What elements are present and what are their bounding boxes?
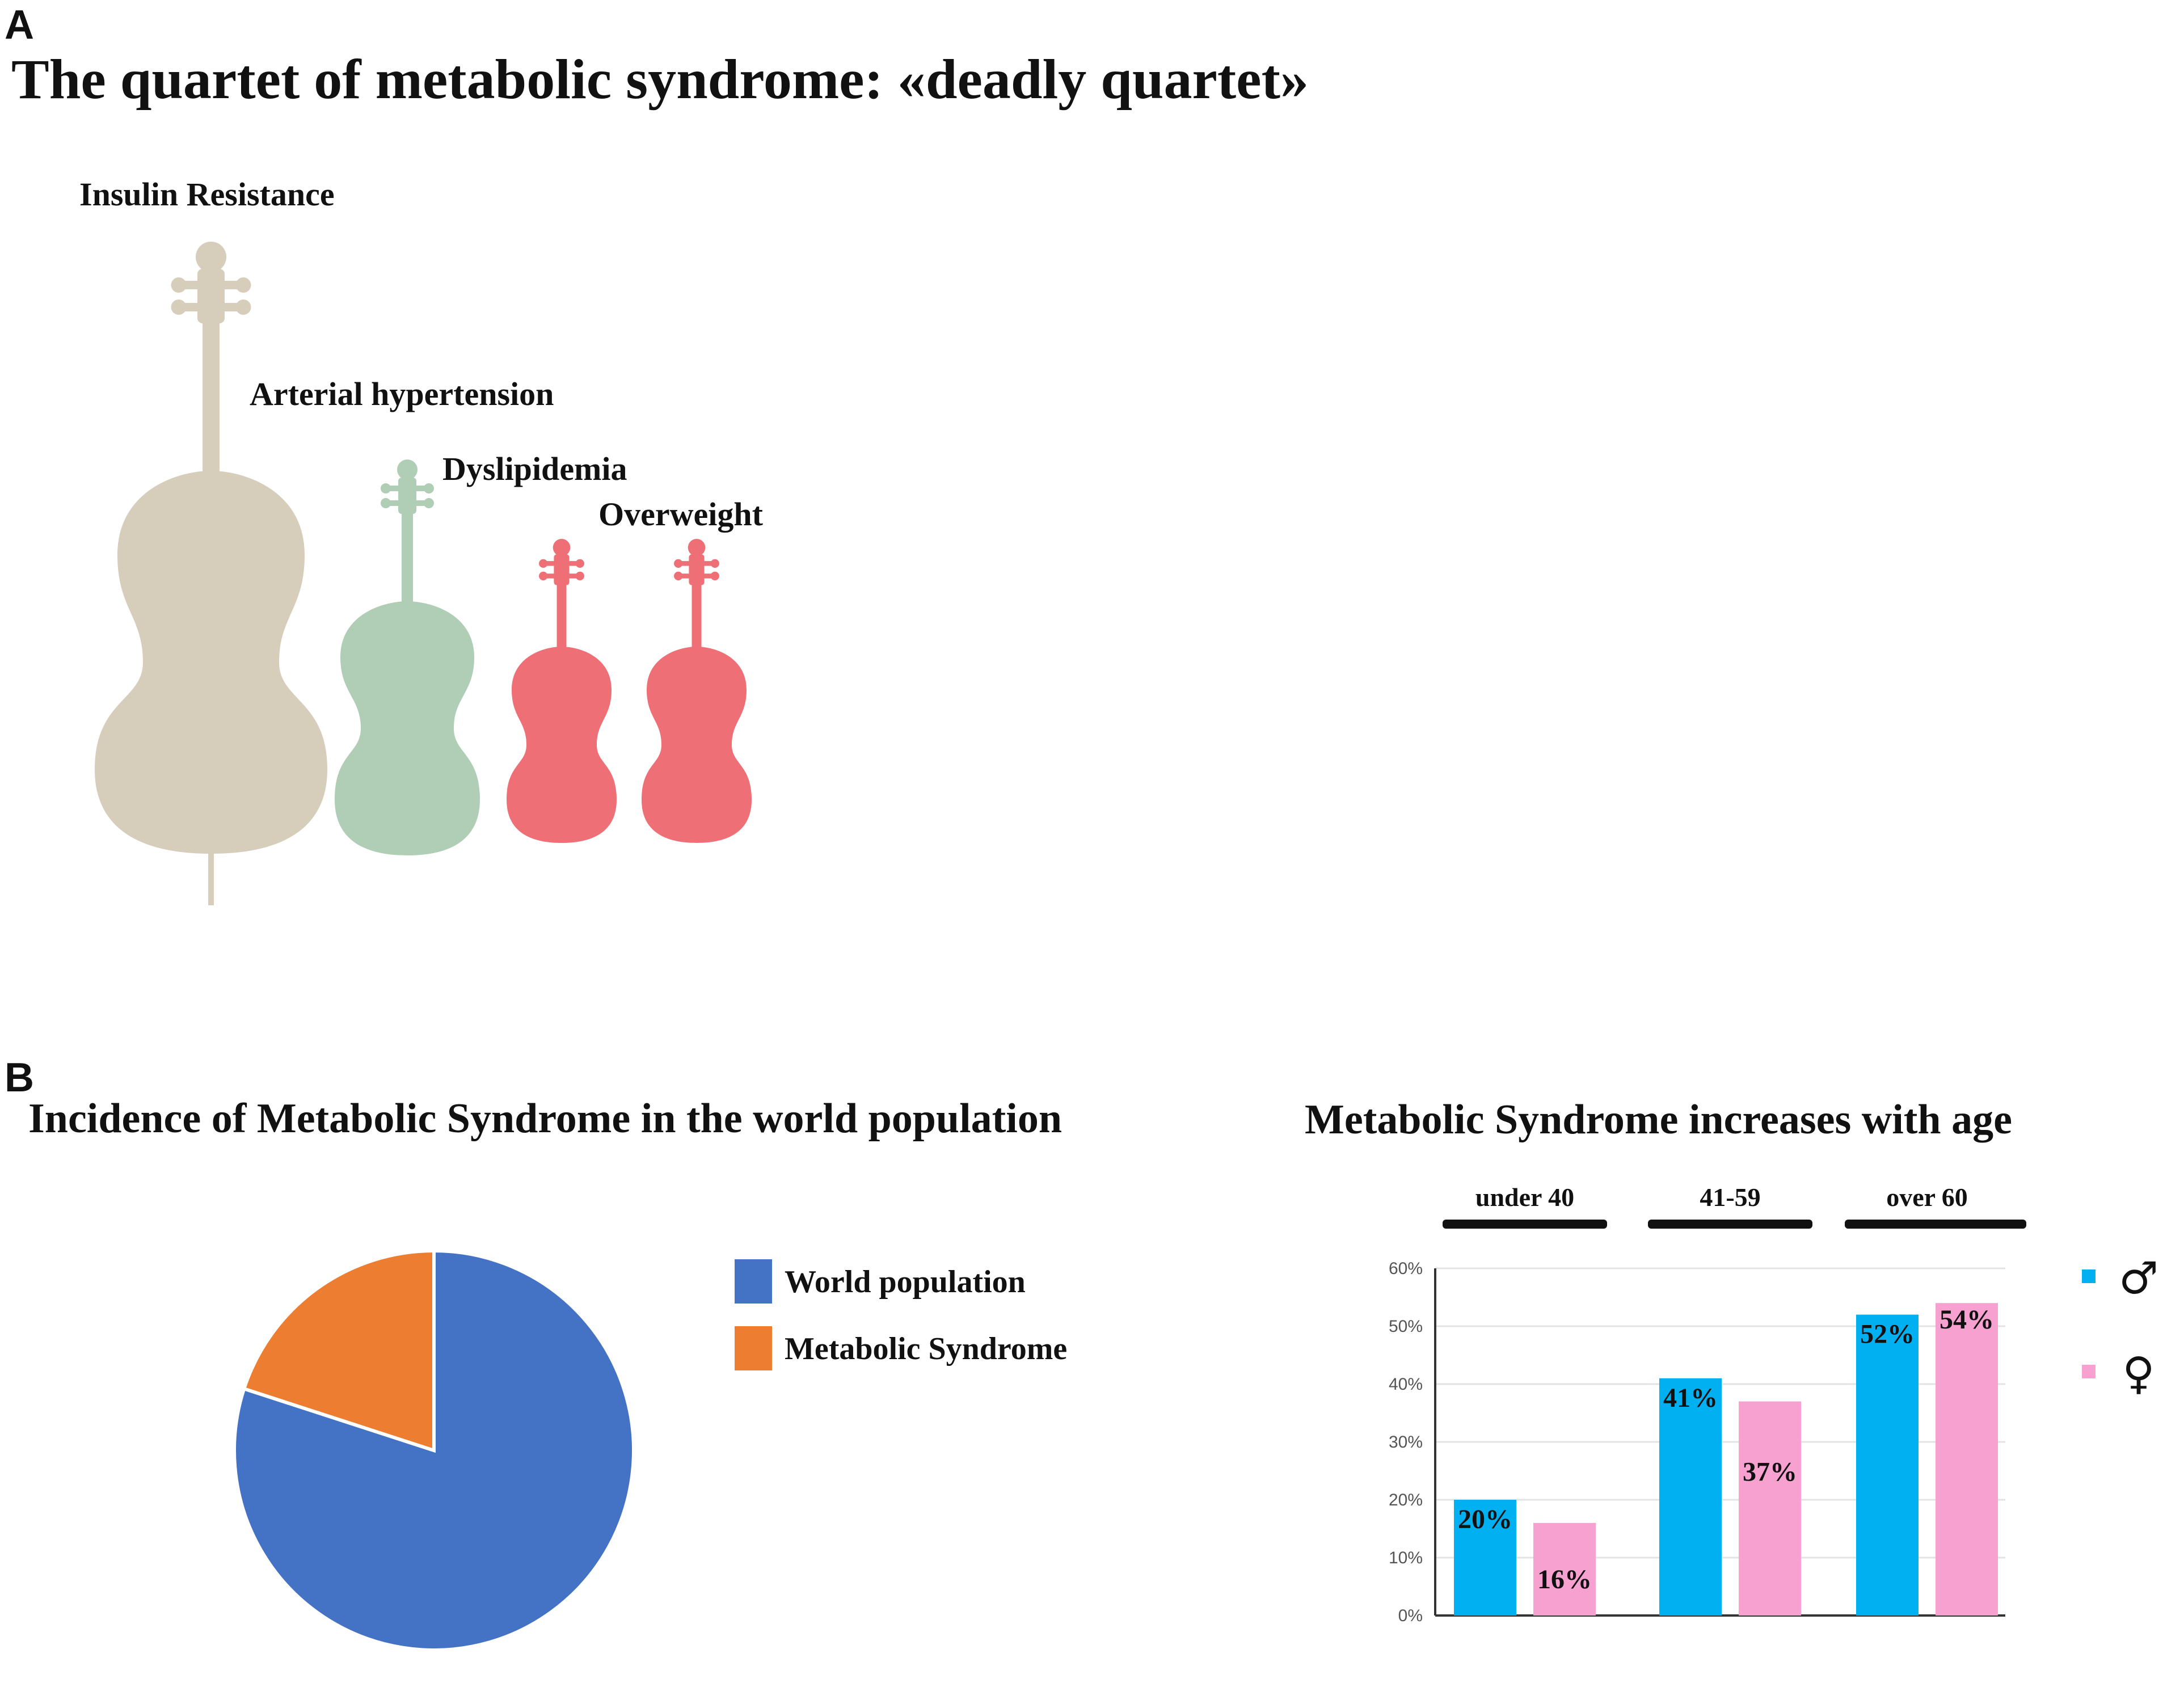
data-label: 41% (1663, 1383, 1718, 1413)
legend-label: World population (785, 1264, 1026, 1300)
legend-swatch (735, 1259, 772, 1304)
data-label: 16% (1537, 1564, 1592, 1595)
data-label: 54% (1940, 1305, 1994, 1335)
y-tick-label: 40% (1389, 1375, 1423, 1394)
instrument-label: Dyslipidemia (442, 450, 627, 487)
legend-swatch (2082, 1269, 2096, 1283)
instrument-label: Arterial hypertension (250, 376, 554, 412)
x-category-label: 41-59 (1700, 1183, 1760, 1212)
female-symbol-icon: ♀ (2122, 1348, 2155, 1399)
legend-swatch (2082, 1365, 2096, 1378)
y-tick-label: 10% (1389, 1549, 1423, 1567)
bar (1533, 1522, 1596, 1615)
legend-swatch (735, 1326, 772, 1370)
instrument-label: Insulin Resistance (79, 176, 335, 213)
group-bracket (1443, 1220, 1607, 1229)
violin-icon (507, 539, 617, 843)
instrument-label: Overweight (598, 496, 764, 533)
bar (1856, 1314, 1919, 1615)
data-label: 20% (1458, 1504, 1512, 1534)
quartet-illustration: Insulin Resistance Arterial hypertension D… (79, 176, 764, 905)
y-tick-label: 0% (1398, 1606, 1423, 1625)
y-tick-label: 30% (1389, 1433, 1423, 1452)
panel-b-letter: B (5, 1055, 34, 1100)
cello-icon (95, 242, 327, 905)
y-tick-label: 60% (1389, 1259, 1423, 1278)
x-category-label: under 40 (1475, 1183, 1574, 1212)
bar (1454, 1500, 1516, 1615)
data-label: 37% (1743, 1457, 1797, 1487)
group-bracket (1845, 1220, 2026, 1229)
panel-a-letter: A (5, 2, 34, 48)
pie-slice (242, 1248, 436, 1453)
bar (1936, 1303, 1998, 1615)
male-symbol-icon: ♂ (2119, 1253, 2158, 1304)
pie-chart-title: Incidence of Metabolic Syndrome in the w… (28, 1095, 1062, 1142)
y-tick-label: 50% (1389, 1317, 1423, 1336)
viola-icon (335, 459, 480, 855)
violin-icon (642, 539, 752, 843)
bar (1739, 1401, 1801, 1615)
group-bracket (1648, 1220, 1812, 1229)
panel-a-title: The quartet of metabolic syndrome: «dead… (11, 48, 1309, 111)
bar-chart-title: Metabolic Syndrome increases with age (1305, 1096, 2012, 1143)
x-category-label: over 60 (1886, 1183, 1968, 1212)
y-tick-label: 20% (1389, 1491, 1423, 1509)
legend-label: Metabolic Syndrome (785, 1331, 1067, 1366)
bar (1659, 1378, 1722, 1615)
data-label: 52% (1860, 1319, 1915, 1349)
pie-slice (233, 1248, 635, 1652)
